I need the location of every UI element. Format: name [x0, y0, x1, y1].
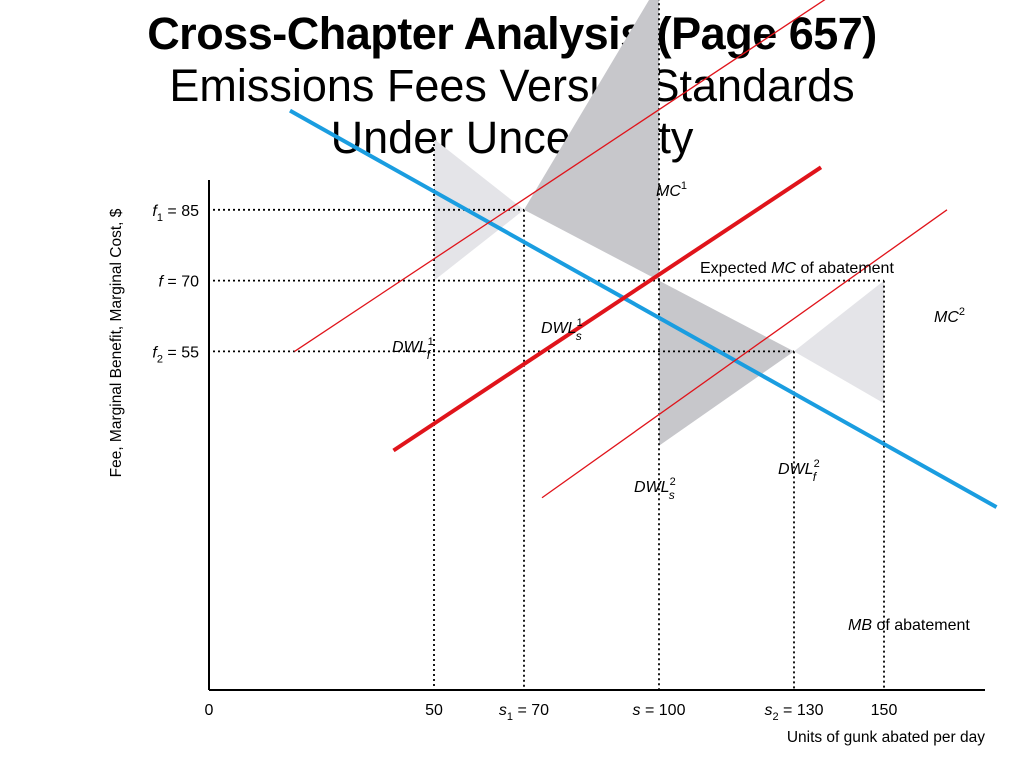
annotation-mb: MB of abatement [848, 617, 970, 634]
dwl-region-4 [794, 280, 884, 404]
slide-title: Cross-Chapter Analysis (Page 657) [147, 8, 877, 59]
chart-labels: Fee, Marginal Benefit, Marginal Cost, $ … [108, 208, 985, 746]
annotation-mc1: MC1 [656, 180, 687, 200]
guide-lines [213, 0, 885, 690]
series-lines [289, 0, 998, 509]
y-tick-label-70: f = 70 [159, 274, 200, 291]
annotation-expected_mc: Expected MC of abatement [700, 260, 894, 277]
y-tick-label-85: f1 = 85 [152, 203, 199, 224]
series-mc1 [294, 0, 826, 352]
x-tick-label-50: 50 [425, 702, 443, 719]
series-mb [289, 108, 998, 509]
x-axis-label: Units of gunk abated per day [787, 729, 985, 746]
dwl-region-3 [659, 280, 794, 446]
annotation-dwl2s: DWL2 s [634, 476, 676, 502]
annotation-dwl1s: DWL1 s [541, 317, 583, 343]
tick-labels: 50 s1 = 70 s = 100 s2 = 130 150 f1 = 85 f = 70… [152, 203, 897, 723]
annotation-dwl2f: DWL2 f [778, 458, 820, 484]
annotation-mc2: MC2 [934, 306, 965, 326]
origin-label: 0 [205, 702, 214, 719]
dwl-regions [434, 0, 884, 446]
x-tick-label-130: s2 = 130 [764, 702, 823, 723]
slide-subtitle-line1: Emissions Fees Versus Standards [169, 60, 855, 111]
x-tick-label-100: s = 100 [633, 702, 686, 719]
y-axis-label: Fee, Marginal Benefit, Marginal Cost, $ [108, 208, 125, 477]
axes [208, 180, 985, 691]
dwl-region-2 [524, 0, 659, 281]
annotations: MB of abatement Expected MC of abatement M… [392, 180, 970, 634]
series-mc2 [541, 209, 948, 499]
x-tick-label-70: s1 = 70 [499, 702, 549, 723]
annotation-dwl1f: DWL1 f [392, 336, 434, 362]
x-tick-label-150: 150 [871, 702, 898, 719]
y-tick-label-55: f2 = 55 [152, 344, 199, 365]
series-expected_mc [392, 165, 823, 453]
slide-title-block: Cross-Chapter Analysis (Page 657) Emissi… [0, 0, 1024, 174]
